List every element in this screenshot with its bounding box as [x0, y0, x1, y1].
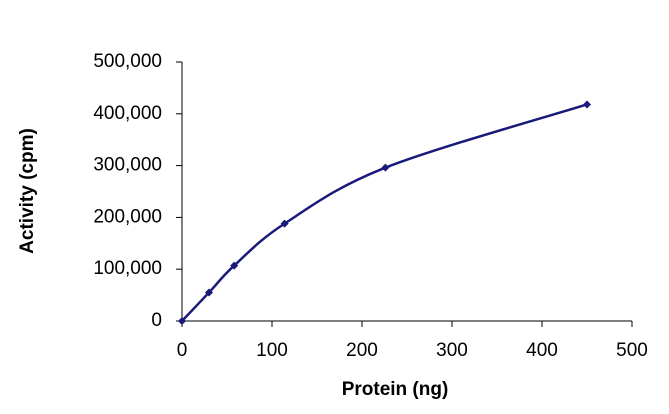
y-tick-label: 300,000: [93, 155, 162, 176]
y-tick-label: 500,000: [93, 51, 162, 72]
x-tick-label: 200: [346, 340, 378, 361]
y-tick-label: 200,000: [93, 206, 162, 227]
y-tick-label: 0: [151, 310, 162, 331]
y-axis-title: Activity (cpm): [17, 128, 38, 254]
data-point: [280, 219, 289, 228]
x-tick-label: 0: [177, 340, 188, 361]
x-tick-label: 500: [616, 340, 648, 361]
data-point: [205, 288, 213, 297]
x-axis-title: Protein (ng): [342, 379, 449, 400]
data-point: [178, 317, 186, 325]
y-tick-label: 400,000: [93, 103, 162, 124]
y-tick-label: 100,000: [93, 258, 162, 279]
x-tick-label: 100: [256, 340, 288, 361]
data-point: [583, 100, 591, 109]
x-tick-label: 300: [436, 340, 468, 361]
data-line: [181, 103, 588, 322]
x-tick-label: 400: [526, 340, 558, 361]
data-point: [381, 163, 390, 172]
data-point: [230, 261, 239, 270]
